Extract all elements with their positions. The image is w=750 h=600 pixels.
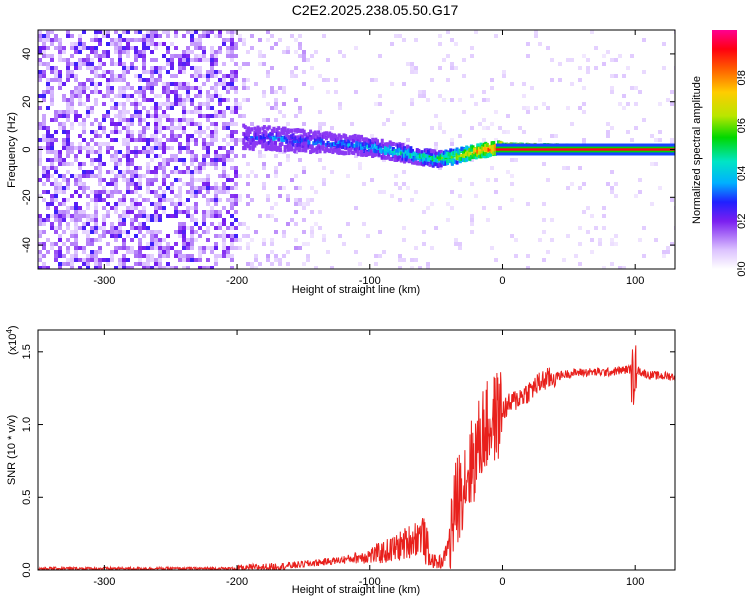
spectrogram-ytick-label: 20 xyxy=(21,96,33,108)
spectrogram-ytick-label: 0 xyxy=(21,146,33,152)
spectrogram-pixels xyxy=(38,30,675,269)
spectrogram-ytick-label: -20 xyxy=(21,189,33,205)
spectrogram-xlabel: Height of straight line (km) xyxy=(292,284,420,296)
snr-frame xyxy=(37,329,676,571)
snr-ytick-label: 1.0 xyxy=(21,417,33,432)
colorbar-tick-label: 0.4 xyxy=(736,166,748,181)
spectrogram-xtick-label: -200 xyxy=(226,275,248,287)
snr-xtick-label: -200 xyxy=(226,576,248,588)
colorbar-label: Normalized spectral amplitude xyxy=(691,76,703,224)
snr-xlabel: Height of straight line (km) xyxy=(292,584,420,596)
snr-ytick-label: 0.0 xyxy=(21,562,33,577)
spectrogram-xtick-label: 0 xyxy=(499,275,505,287)
snr-ylabel: SNR (10 * v/v) xyxy=(6,415,18,485)
colorbar-tick-label: 0.2 xyxy=(736,214,748,229)
snr-xtick-label: -100 xyxy=(359,576,381,588)
snr-scale-suffix: ) xyxy=(7,325,19,329)
chart-title: C2E2.2025.238.05.50.G17 xyxy=(291,2,459,18)
snr-scale-label: (x104) xyxy=(5,325,19,355)
spectrogram-xtick-label: -300 xyxy=(93,275,115,287)
spectrogram-ytick-label: -40 xyxy=(21,237,33,253)
snr-ytick-label: 0.5 xyxy=(21,490,33,505)
spectrogram-xtick-label: 100 xyxy=(626,275,644,287)
snr-ytick-label: 1.5 xyxy=(21,344,33,359)
snr-xtick-label: 100 xyxy=(626,576,644,588)
colorbar-tick-label: 0.0 xyxy=(736,261,748,276)
colorbar-tick-label: 0.6 xyxy=(736,118,748,133)
snr-scale-exponent: 4 xyxy=(5,329,14,334)
spectrogram-ylabel: Frequency (Hz) xyxy=(6,112,18,188)
snr-scale-base: (x10 xyxy=(7,334,19,355)
colorbar-tick-label: 0.8 xyxy=(736,70,748,85)
colorbar xyxy=(712,30,737,269)
snr-series-line xyxy=(38,345,675,570)
snr-xtick-label: -300 xyxy=(93,576,115,588)
spectrogram-xtick-label: -100 xyxy=(359,275,381,287)
spectrogram-ytick-label: 40 xyxy=(21,48,33,60)
snr-xtick-label: 0 xyxy=(499,576,505,588)
